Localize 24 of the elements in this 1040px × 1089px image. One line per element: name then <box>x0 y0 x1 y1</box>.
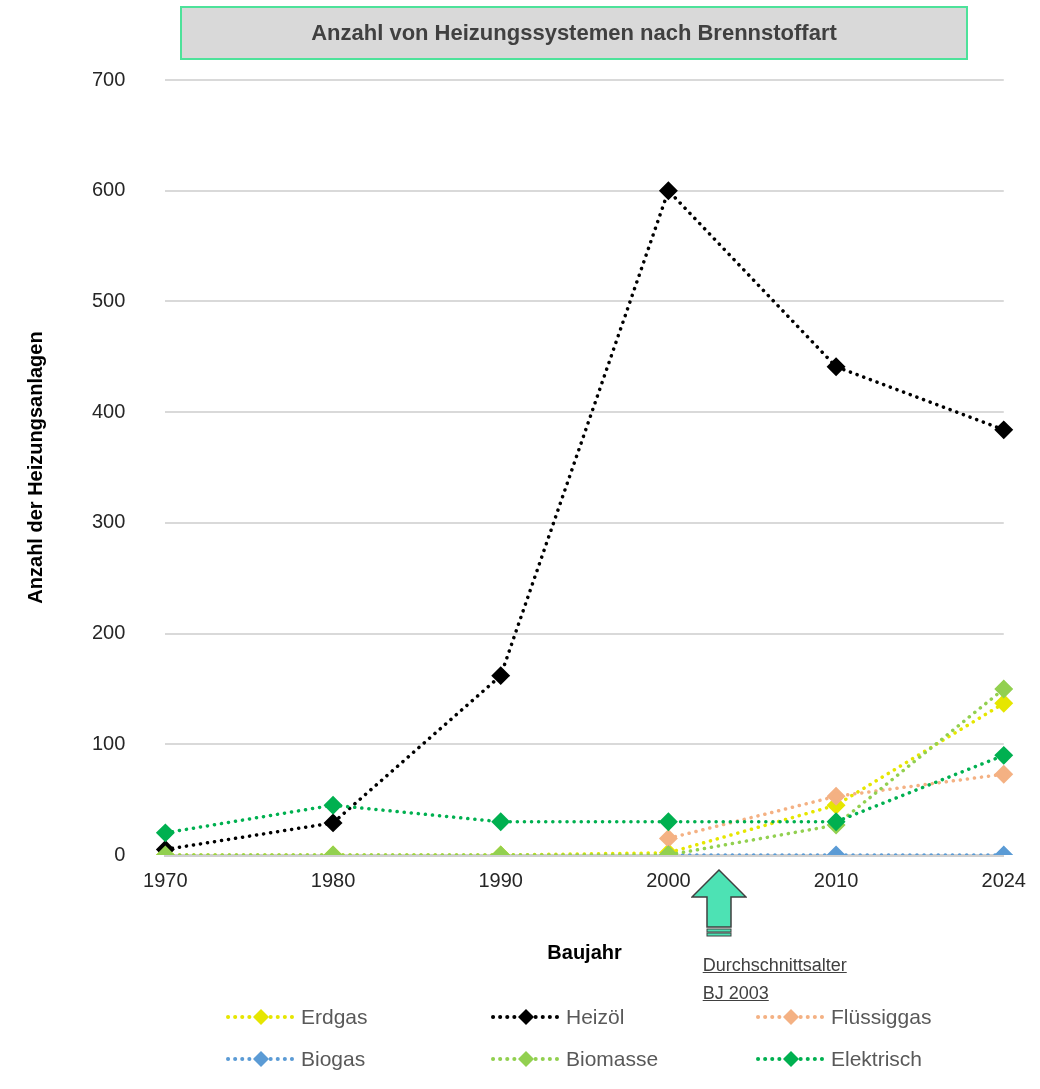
chart-title: Anzahl von Heizungssystemen nach Brennstoffart <box>180 6 968 60</box>
x-tick-label: 1990 <box>478 868 523 891</box>
text: Durchschnittsalter BJ 2003 <box>702 955 847 1003</box>
legend-label: Erdgas <box>301 1005 368 1029</box>
x-tick-label: 1980 <box>310 868 356 891</box>
x-tick-label: 2010 <box>813 868 859 891</box>
legend-label: Elektrisch <box>831 1047 923 1071</box>
x-tick-label: 2024 <box>981 868 1026 891</box>
x-axis-title: Baujahr <box>547 940 623 963</box>
y-tick-label: 500 <box>91 288 126 311</box>
y-tick-label: 700 <box>91 67 126 90</box>
y-tick-label: 300 <box>91 510 126 533</box>
legend-label: Flüssiggas <box>831 1005 932 1029</box>
legend-label: Biomasse <box>566 1047 659 1071</box>
x-tick-label: 2000 <box>646 868 691 891</box>
legend-label: Biogas <box>301 1047 366 1071</box>
y-tick-label: 600 <box>91 178 126 201</box>
x-tick-label: 1970 <box>143 868 188 891</box>
y-tick-label: 100 <box>91 731 126 754</box>
y-axis-title: Anzahl der Heizungsanlagen <box>23 331 46 604</box>
y-tick-label: 400 <box>91 399 126 422</box>
y-tick-label: 0 <box>114 842 126 865</box>
legend-label: Heizöl <box>566 1005 625 1029</box>
y-tick-label: 200 <box>91 621 126 644</box>
